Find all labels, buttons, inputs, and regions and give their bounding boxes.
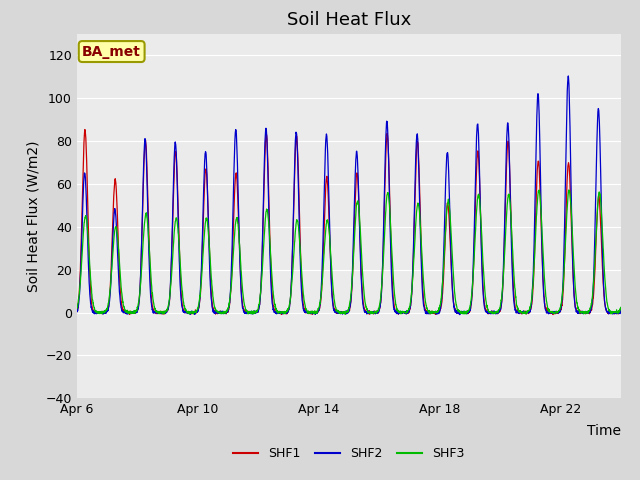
SHF3	[547, 309, 554, 315]
SHF3	[617, 304, 625, 310]
Line: SHF3: SHF3	[77, 190, 621, 314]
SHF3	[341, 312, 349, 317]
SHF3	[159, 310, 166, 316]
SHF1	[159, 310, 166, 315]
SHF3	[125, 310, 133, 315]
SHF2	[270, 310, 278, 315]
Y-axis label: Soil Heat Flux (W/m2): Soil Heat Flux (W/m2)	[26, 140, 40, 292]
Line: SHF2: SHF2	[77, 76, 621, 315]
SHF2	[564, 73, 572, 79]
SHF3	[193, 307, 201, 313]
SHF1	[549, 312, 557, 317]
SHF2	[456, 312, 463, 318]
Line: SHF1: SHF1	[77, 130, 621, 314]
SHF3	[73, 306, 81, 312]
SHF3	[565, 187, 573, 193]
SHF2	[193, 309, 201, 315]
SHF3	[270, 298, 278, 303]
Text: Time: Time	[587, 424, 621, 438]
SHF1	[617, 308, 625, 313]
SHF2	[159, 311, 166, 316]
SHF2	[73, 308, 81, 314]
SHF2	[125, 310, 133, 316]
SHF1	[366, 309, 374, 315]
SHF2	[366, 310, 374, 315]
SHF2	[547, 310, 554, 315]
SHF1	[271, 308, 278, 313]
SHF1	[126, 312, 134, 317]
SHF1	[81, 127, 88, 132]
Title: Soil Heat Flux: Soil Heat Flux	[287, 11, 411, 29]
Legend: SHF1, SHF2, SHF3: SHF1, SHF2, SHF3	[228, 442, 470, 465]
SHF2	[617, 308, 625, 313]
SHF1	[194, 308, 202, 313]
SHF1	[73, 307, 81, 312]
SHF3	[366, 310, 374, 315]
Text: BA_met: BA_met	[82, 45, 141, 59]
SHF1	[547, 311, 554, 316]
